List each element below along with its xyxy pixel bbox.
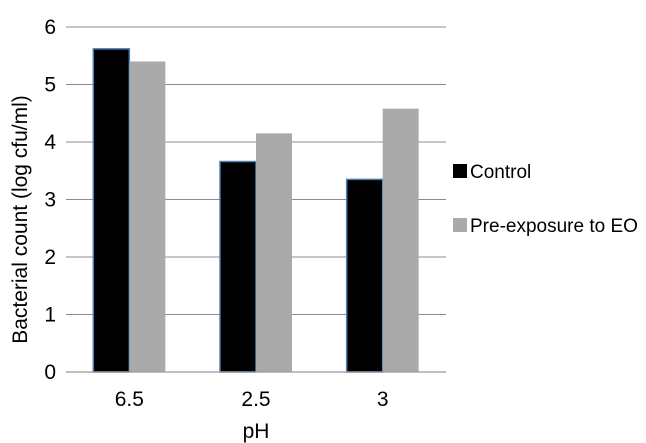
x-axis-ticks: 6.5 2.5 3 <box>115 388 389 411</box>
y-axis-title: Bacterial count (log cfu/ml) <box>9 95 32 344</box>
bar <box>256 133 292 372</box>
x-tick-label: 3 <box>377 388 389 411</box>
bars <box>92 48 419 373</box>
bar <box>219 160 257 373</box>
bar <box>382 108 419 373</box>
y-tick-label: 6 <box>44 16 56 39</box>
y-tick-label: 0 <box>44 361 56 384</box>
x-tick-label: 2.5 <box>241 388 270 411</box>
x-axis-title: pH <box>243 420 270 443</box>
legend-swatch <box>453 164 467 178</box>
bar <box>129 61 166 372</box>
legend-swatch <box>453 218 467 232</box>
x-tick-label: 6.5 <box>115 388 144 411</box>
bar <box>92 48 131 373</box>
bar <box>345 178 384 373</box>
y-tick-label: 2 <box>44 246 56 269</box>
legend-label: Control <box>470 162 531 183</box>
legend: Control Pre-exposure to EO <box>453 162 638 237</box>
y-tick-label: 5 <box>44 74 56 97</box>
y-tick-label: 1 <box>44 304 56 327</box>
y-tick-label: 3 <box>44 189 56 212</box>
y-axis-ticks: 0 1 2 3 4 5 6 <box>44 16 56 384</box>
legend-label: Pre-exposure to EO <box>470 216 638 237</box>
y-tick-label: 4 <box>44 131 56 154</box>
